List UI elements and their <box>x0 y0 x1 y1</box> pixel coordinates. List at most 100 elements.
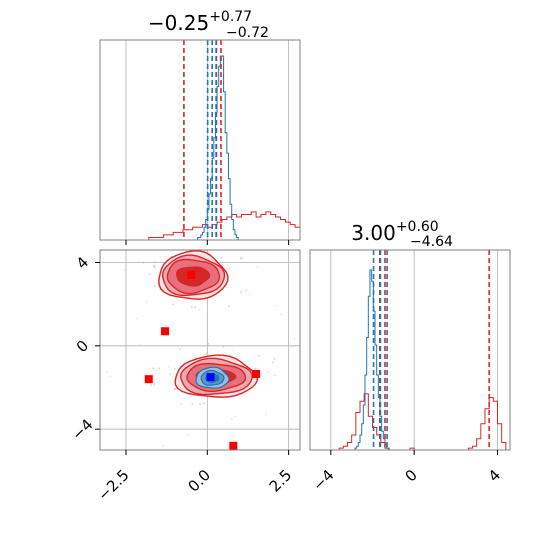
sample-point <box>276 366 278 368</box>
marker-blue <box>206 373 215 382</box>
sample-point <box>207 342 210 345</box>
sample-point <box>240 291 242 294</box>
sample-point <box>208 251 210 253</box>
title-bottom-right-upper: +0.60 <box>396 219 439 235</box>
sample-point <box>158 367 160 370</box>
sample-point <box>142 261 145 264</box>
sample-point <box>249 292 251 295</box>
title-top-left-upper: +0.77 <box>209 9 252 25</box>
histogram-red <box>310 393 510 450</box>
sample-point <box>173 388 176 391</box>
sample-point <box>162 444 164 447</box>
sample-point <box>191 402 194 405</box>
sample-point <box>245 289 248 292</box>
quantile-lines-bottom-right <box>372 250 490 450</box>
sample-point <box>272 361 274 364</box>
tick-label-x: 0.0 <box>184 466 214 496</box>
sample-point <box>220 257 223 259</box>
sample-point <box>230 418 233 420</box>
sample-point <box>228 267 231 270</box>
tick-label-y: 0 <box>73 337 92 356</box>
tick-label-x: 4 <box>485 466 504 485</box>
histogram-blue <box>187 55 240 240</box>
sample-point <box>275 304 278 307</box>
sample-point <box>123 269 125 272</box>
panel-top-left-hist: −0.25+0.77 −0.72 <box>99 9 301 245</box>
sample-point <box>169 373 172 375</box>
axes-frame-bottom-left <box>99 249 301 451</box>
marker-red <box>161 327 170 336</box>
panel-bottom-left-2d: −2.5 0.0 2.5 −4 0 4 <box>68 241 301 505</box>
sample-point <box>194 306 197 309</box>
sample-point <box>273 357 276 360</box>
sample-point <box>153 285 156 288</box>
sample-point <box>135 317 138 320</box>
marker-red <box>229 441 238 450</box>
sample-point <box>185 241 187 243</box>
sample-point <box>257 354 260 357</box>
markers-bottom-left <box>144 271 261 450</box>
sample-point <box>106 371 108 374</box>
sample-point <box>234 415 237 418</box>
sample-point <box>221 247 223 249</box>
axes-frame-bottom-right <box>309 249 511 451</box>
axes-frame-top-left <box>99 39 301 241</box>
tick-label-y: 4 <box>73 253 92 272</box>
sample-point <box>293 338 296 340</box>
sample-point <box>181 242 183 244</box>
sample-point <box>198 308 201 311</box>
sample-point <box>109 375 112 377</box>
histograms-bottom-right <box>310 269 510 450</box>
sample-point <box>266 371 269 374</box>
marker-red <box>252 369 261 378</box>
histograms-top-left <box>109 55 300 240</box>
histogram-blue <box>351 269 394 450</box>
sample-point <box>265 413 267 416</box>
title-bottom-right-value: 3.00 <box>351 221 396 245</box>
title-top-left-value: −0.25 <box>148 11 209 35</box>
sample-point <box>154 261 156 263</box>
sample-point <box>274 374 277 377</box>
sample-point <box>191 306 193 308</box>
sample-point <box>199 403 202 406</box>
sample-point <box>220 241 222 243</box>
sample-point <box>180 402 182 405</box>
panel-bottom-right-hist: −4 0 4 3.00+0.60 −4.64 <box>309 219 511 494</box>
sample-point <box>172 303 175 306</box>
title-bottom-right-lower: −4.64 <box>410 234 453 250</box>
sample-point <box>280 313 283 316</box>
sample-point <box>152 367 155 370</box>
quantile-lines-top-left <box>183 40 222 240</box>
marker-red <box>144 375 153 384</box>
sample-point <box>205 352 208 355</box>
sample-point <box>145 301 148 303</box>
sample-point <box>168 365 170 368</box>
tick-label-x: −2.5 <box>94 466 132 504</box>
sample-point <box>228 305 230 308</box>
tick-label-x: 0 <box>401 466 420 485</box>
sample-point <box>153 383 156 386</box>
title-bottom-right: 3.00+0.60 <box>351 219 438 245</box>
sample-point <box>154 267 157 269</box>
tick-label-x: −4 <box>309 466 337 494</box>
sample-point <box>241 257 243 259</box>
ticks-bottom-right: −4 0 4 <box>309 450 504 494</box>
marker-red <box>187 271 196 279</box>
sample-point <box>187 434 189 436</box>
sample-point <box>148 273 151 276</box>
title-top-left-lower: −0.72 <box>226 25 269 41</box>
sample-point <box>150 384 153 387</box>
histogram-red <box>109 211 300 240</box>
sample-point <box>256 266 259 268</box>
sample-point <box>231 349 234 352</box>
sample-point <box>179 348 182 350</box>
sample-point <box>254 367 256 370</box>
ticks-top-left <box>125 240 290 245</box>
sample-point <box>173 368 176 370</box>
sample-point <box>222 345 225 348</box>
tick-label-x: 2.5 <box>266 466 296 496</box>
sample-point <box>139 343 141 346</box>
sample-point <box>291 346 293 348</box>
sample-point <box>203 402 206 405</box>
